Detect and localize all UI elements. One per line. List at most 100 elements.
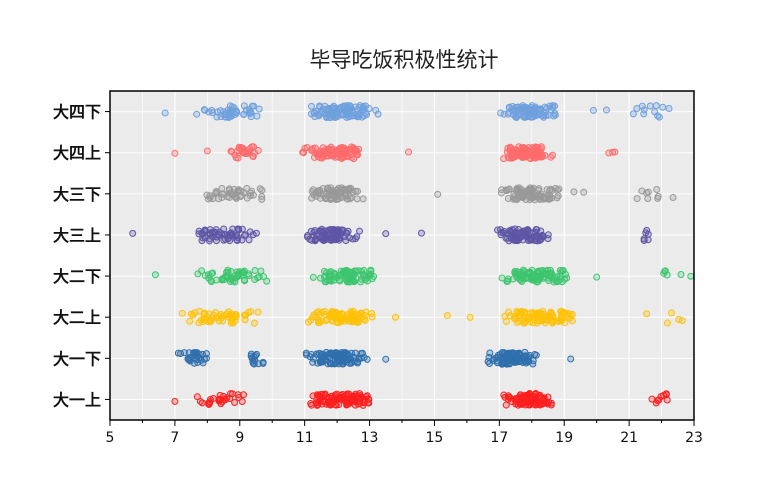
data-point xyxy=(534,273,542,281)
data-point xyxy=(317,274,325,282)
data-point xyxy=(354,187,362,195)
data-point xyxy=(687,272,695,280)
data-point xyxy=(516,149,524,157)
data-point xyxy=(566,314,574,322)
data-point xyxy=(227,319,235,327)
data-point xyxy=(539,307,547,315)
data-point xyxy=(321,307,329,315)
x-tick-label: 11 xyxy=(296,430,314,446)
x-tick-label: 9 xyxy=(235,430,244,446)
data-point xyxy=(503,148,511,156)
data-point xyxy=(309,273,317,281)
data-point xyxy=(245,236,253,244)
data-point xyxy=(514,394,522,402)
x-tick-label: 21 xyxy=(620,430,638,446)
data-point xyxy=(355,267,363,275)
data-point xyxy=(342,191,350,199)
data-point xyxy=(222,273,230,281)
data-point xyxy=(498,274,506,282)
data-point xyxy=(228,390,236,398)
data-point xyxy=(372,106,380,114)
data-point xyxy=(216,107,224,115)
data-point xyxy=(655,113,663,121)
data-point xyxy=(337,349,345,357)
data-point xyxy=(352,235,360,243)
data-point xyxy=(659,103,667,111)
data-point xyxy=(320,192,328,200)
data-point xyxy=(352,147,360,155)
data-point xyxy=(240,231,248,239)
data-point xyxy=(353,195,361,203)
data-point xyxy=(669,193,677,201)
data-point xyxy=(356,397,364,405)
data-point xyxy=(557,307,565,315)
data-point xyxy=(533,226,541,234)
data-point xyxy=(642,229,650,237)
data-point xyxy=(347,146,355,154)
data-point xyxy=(350,271,358,279)
data-point xyxy=(171,397,179,405)
data-point xyxy=(259,273,267,281)
data-point xyxy=(203,147,211,155)
data-point xyxy=(358,349,366,357)
data-point xyxy=(535,400,543,408)
data-point xyxy=(663,319,671,327)
data-point xyxy=(241,277,249,285)
data-point xyxy=(311,113,319,121)
data-point xyxy=(580,188,588,196)
data-point xyxy=(224,106,232,114)
data-point xyxy=(232,313,240,321)
data-point xyxy=(593,273,601,281)
data-point xyxy=(677,271,685,279)
data-point xyxy=(249,231,257,239)
data-point xyxy=(235,144,243,152)
data-point xyxy=(259,358,267,366)
data-point xyxy=(327,186,335,194)
data-point xyxy=(530,400,538,408)
data-point xyxy=(501,312,509,320)
data-point xyxy=(325,110,333,118)
data-point xyxy=(513,318,521,326)
data-point xyxy=(332,236,340,244)
data-point xyxy=(309,392,317,400)
data-point xyxy=(317,394,325,402)
data-point xyxy=(356,227,364,235)
data-point xyxy=(316,194,324,202)
data-point xyxy=(195,354,203,362)
data-point xyxy=(202,354,210,362)
data-point xyxy=(240,102,248,110)
data-point xyxy=(302,349,310,357)
y-tick-label: 大一下 xyxy=(53,349,101,368)
data-point xyxy=(228,103,236,111)
data-point xyxy=(312,313,320,321)
data-point xyxy=(324,360,332,368)
data-point xyxy=(243,149,251,157)
data-point xyxy=(508,228,516,236)
data-point xyxy=(536,106,544,114)
data-point xyxy=(525,236,533,244)
data-point xyxy=(223,268,231,276)
data-point xyxy=(335,360,343,368)
data-point xyxy=(333,112,341,120)
data-point xyxy=(548,319,556,327)
data-point xyxy=(355,310,363,318)
data-point xyxy=(221,396,229,404)
data-point xyxy=(263,277,271,285)
data-point xyxy=(531,315,539,323)
data-point xyxy=(503,187,511,195)
data-point xyxy=(360,266,368,274)
data-point xyxy=(319,231,327,239)
chart-title: 毕导吃饭积极性统计 xyxy=(309,48,499,72)
data-point xyxy=(363,392,371,400)
data-point xyxy=(258,186,266,194)
data-point xyxy=(602,106,610,114)
data-point xyxy=(417,229,425,237)
data-point xyxy=(520,144,528,152)
data-point xyxy=(653,186,661,194)
data-point xyxy=(347,151,355,159)
data-point xyxy=(310,153,318,161)
data-point xyxy=(234,391,242,399)
data-point xyxy=(171,149,179,157)
data-point xyxy=(226,278,234,286)
data-point xyxy=(257,267,265,275)
